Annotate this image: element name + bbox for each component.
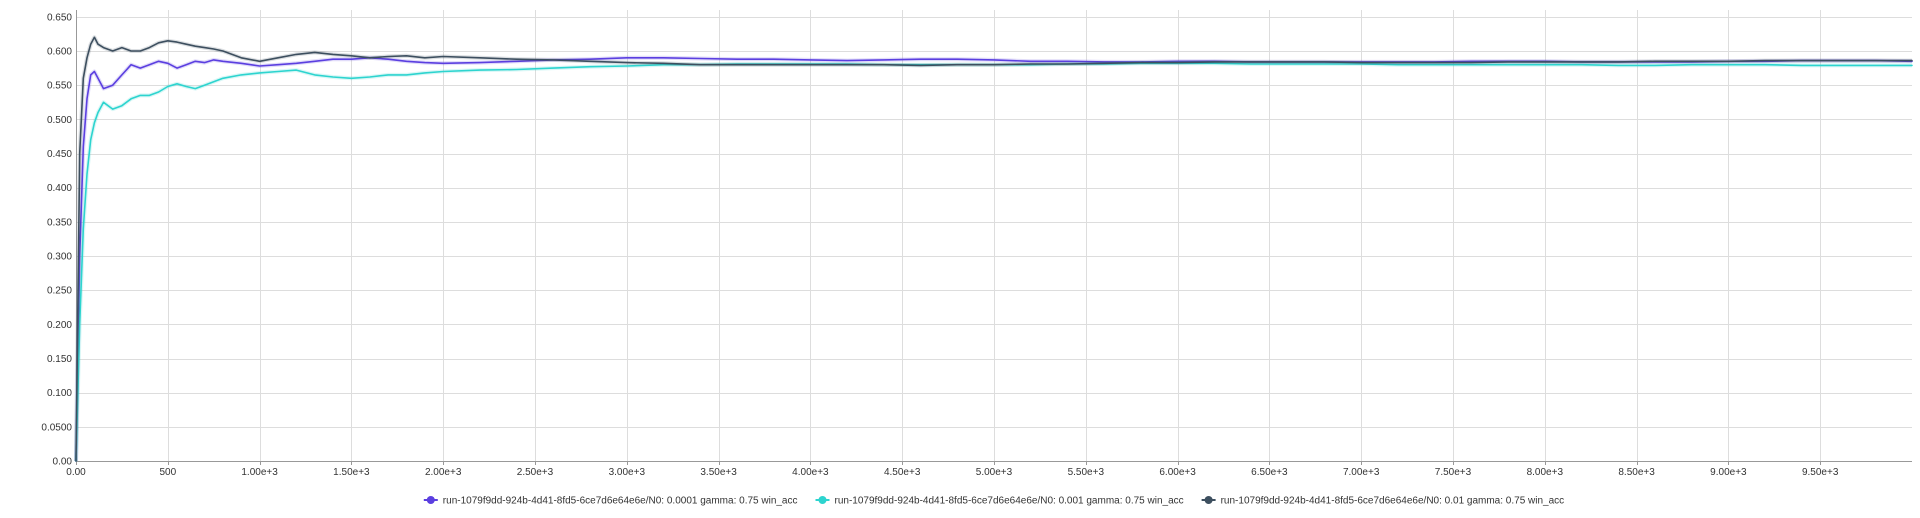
x-tick-label: 1.00e+3: [241, 467, 278, 478]
x-tick-label: 0.00: [66, 467, 86, 478]
y-tick-label: 0.300: [47, 252, 72, 263]
x-tick-label: 7.50e+3: [1435, 467, 1472, 478]
x-axis-tick-labels: 0.00 500 1.00e+3 1.50e+3 2.00e+3 2.50e+3 3.00e…: [66, 467, 1839, 478]
y-tick-label: 0.400: [47, 183, 72, 194]
y-tick-label: 0.00: [53, 457, 73, 468]
legend-marker-icon: [423, 496, 438, 504]
x-tick-label: 7.00e+3: [1343, 467, 1380, 478]
x-tick-label: 5.00e+3: [976, 467, 1013, 478]
legend: run-1079f9dd-924b-4d41-8fd5-6ce7d6e64e6e…: [423, 496, 1565, 507]
x-tick-label: 9.00e+3: [1710, 467, 1747, 478]
y-tick-label: 0.150: [47, 354, 72, 365]
legend-label: run-1079f9dd-924b-4d41-8fd5-6ce7d6e64e6e…: [1221, 496, 1565, 507]
x-tick-label: 5.50e+3: [1068, 467, 1105, 478]
y-tick-label: 0.250: [47, 286, 72, 297]
x-tick-label: 3.50e+3: [700, 467, 737, 478]
x-tick-label: 8.50e+3: [1618, 467, 1655, 478]
y-tick-label: 0.100: [47, 388, 72, 399]
x-tick-label: 2.00e+3: [425, 467, 462, 478]
y-tick-label: 0.350: [47, 217, 72, 228]
legend-label: run-1079f9dd-924b-4d41-8fd5-6ce7d6e64e6e…: [443, 496, 798, 507]
series-2-line: [75, 62, 1913, 462]
gridlines: [76, 10, 1912, 461]
legend-item[interactable]: run-1079f9dd-924b-4d41-8fd5-6ce7d6e64e6e…: [815, 496, 1184, 507]
x-tick-label: 4.50e+3: [884, 467, 921, 478]
x-tick-label: 9.50e+3: [1802, 467, 1839, 478]
series-1-line: [75, 56, 1913, 462]
x-tick-label: 3.00e+3: [609, 467, 646, 478]
series-3-line: [75, 36, 1913, 462]
y-axis-tick-labels: 0.00 0.0500 0.100 0.150 0.200 0.250 0.300 0.350…: [41, 12, 72, 467]
x-tick-label: 4.00e+3: [792, 467, 829, 478]
y-tick-label: 0.600: [47, 47, 72, 58]
x-tick-label: 8.00e+3: [1527, 467, 1564, 478]
y-tick-label: 0.450: [47, 149, 72, 160]
x-tick-label: 1.50e+3: [333, 467, 370, 478]
y-tick-label: 0.0500: [41, 422, 72, 433]
legend-item[interactable]: run-1079f9dd-924b-4d41-8fd5-6ce7d6e64e6e…: [1201, 496, 1565, 507]
legend-label: run-1079f9dd-924b-4d41-8fd5-6ce7d6e64e6e…: [835, 496, 1184, 507]
x-tick-label: 2.50e+3: [517, 467, 554, 478]
y-tick-label: 0.650: [47, 12, 72, 23]
series-lines: [74, 35, 1913, 462]
legend-marker-icon: [1201, 496, 1216, 504]
x-tick-label: 6.00e+3: [1159, 467, 1196, 478]
y-tick-label: 0.200: [47, 320, 72, 331]
y-tick-label: 0.500: [47, 115, 72, 126]
x-tick-label: 6.50e+3: [1251, 467, 1288, 478]
legend-item[interactable]: run-1079f9dd-924b-4d41-8fd5-6ce7d6e64e6e…: [423, 496, 798, 507]
legend-marker-icon: [815, 496, 830, 504]
x-tick-label: 500: [159, 467, 176, 478]
y-tick-label: 0.550: [47, 81, 72, 92]
